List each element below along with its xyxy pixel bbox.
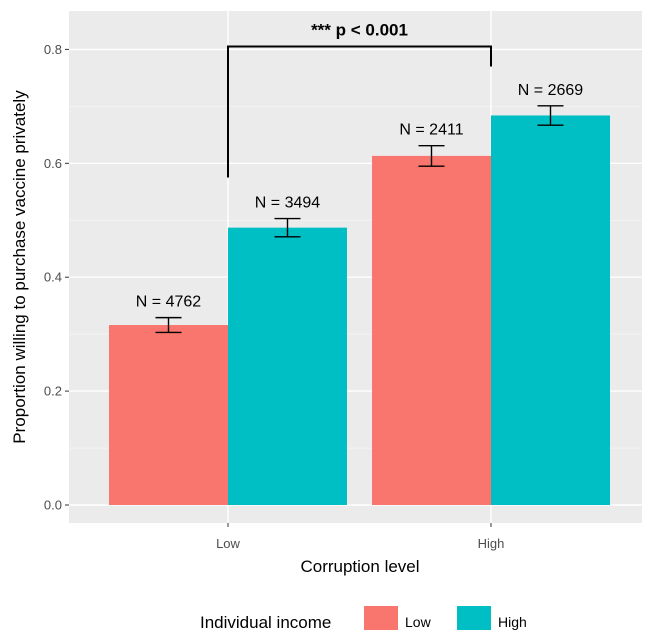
significance-label: *** p < 0.001: [311, 21, 408, 40]
data-label: N = 3494: [255, 195, 320, 212]
bars: [109, 115, 610, 506]
x-tick-label: Low: [216, 536, 240, 551]
legend-label-low: Low: [405, 614, 432, 630]
legend-title: Individual income: [200, 613, 331, 632]
x-tick-label: High: [478, 536, 505, 551]
data-label: N = 2411: [399, 122, 463, 139]
axes: 0.0 0.2 0.4 0.6 0.8 Low High: [44, 42, 504, 551]
error-bars: [155, 105, 564, 334]
data-label: N = 4762: [136, 294, 201, 311]
data-labels: N = 4762 N = 2411 N = 3494 N = 2669: [136, 82, 583, 311]
legend: Individual income Low High: [200, 606, 527, 632]
x-axis-title: Corruption level: [300, 557, 419, 576]
bar-low-low: [109, 325, 228, 505]
legend-key-low: [364, 606, 398, 630]
significance-annotation: *** p < 0.001: [227, 21, 492, 178]
y-axis-title: Proportion willing to purchase vaccine p…: [10, 90, 29, 444]
bar-high-low: [228, 227, 347, 505]
significance-bracket: [227, 45, 492, 178]
bar-low-high: [372, 155, 491, 506]
data-label: N = 2669: [518, 82, 583, 99]
bar-high-high: [491, 115, 610, 505]
legend-key-high: [457, 606, 491, 630]
y-tick-label: 0.2: [44, 384, 62, 399]
y-tick-label: 0.6: [44, 156, 62, 171]
y-tick-label: 0.8: [44, 42, 62, 57]
legend-label-high: High: [498, 614, 527, 630]
y-tick-label: 0.0: [44, 498, 62, 513]
y-tick-label: 0.4: [44, 270, 62, 285]
